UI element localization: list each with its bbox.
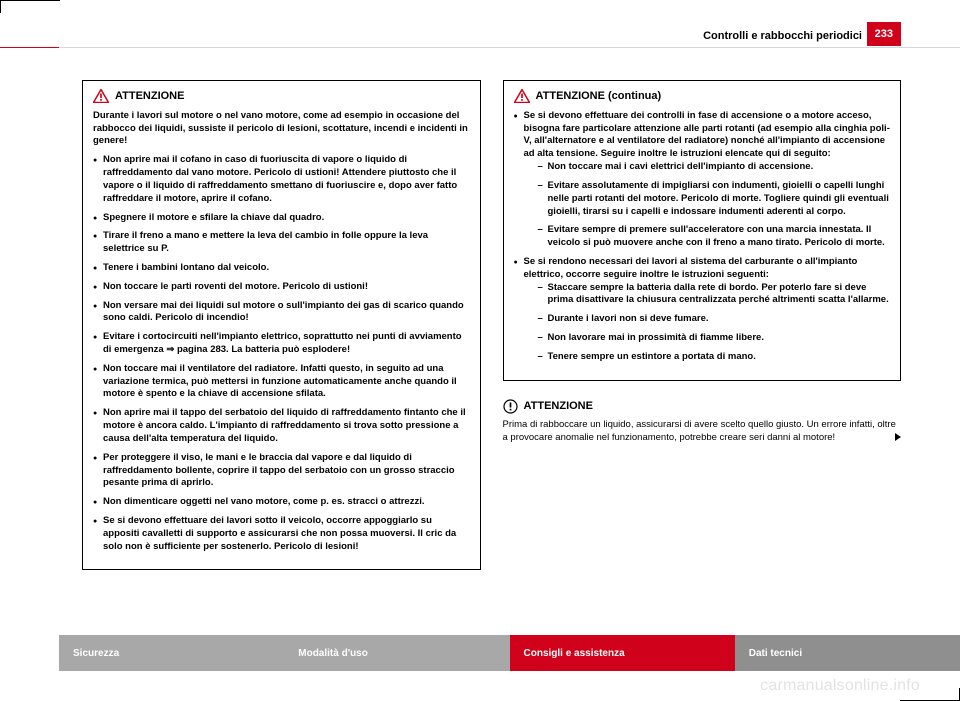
caution-title: ATTENZIONE	[524, 400, 593, 412]
warning-subitem: Evitare assolutamente di impigliarsi con…	[538, 180, 891, 218]
header-rule-accent	[0, 47, 59, 48]
warning-item: Se si rendono necessari dei lavori al si…	[514, 256, 891, 364]
warning-item: Non versare mai dei liquidi sul motore o…	[93, 300, 470, 326]
warning-subitem: Tenere sempre un estintore a portata di …	[538, 351, 891, 364]
warning-intro: Durante i lavori sul motore o nel vano m…	[93, 110, 470, 148]
warning-item: Non dimenticare oggetti nel vano motore,…	[93, 496, 470, 509]
warning-item: Non toccare le parti roventi del motore.…	[93, 281, 470, 294]
warning-item: Per proteggere il viso, le mani e le bra…	[93, 452, 470, 490]
footer-tab-consigli[interactable]: Consigli e assistenza	[510, 635, 735, 671]
warning-subitem: Durante i lavori non si deve fumare.	[538, 313, 891, 326]
caution-block: ATTENZIONE Prima di rabboccare un liquid…	[503, 399, 902, 445]
page-frame: Controlli e rabbocchi periodici 233 ATTE…	[0, 0, 960, 701]
warning-item: Non toccare mai il ventilatore del radia…	[93, 363, 470, 401]
header-rule	[0, 47, 960, 48]
caution-circle-icon	[503, 399, 518, 414]
footer-tab-dati[interactable]: Dati tecnici	[735, 635, 960, 671]
footer-tab-label: Sicurezza	[73, 648, 119, 659]
crop-mark-top-left	[0, 0, 60, 12]
warning-title-row: ATTENZIONE (continua)	[514, 89, 891, 104]
footer-tab-modalita[interactable]: Modalità d'uso	[284, 635, 509, 671]
warning-box-right: ATTENZIONE (continua) Se si devono effet…	[503, 80, 902, 381]
warning-item: Evitare i cortocircuiti nell'impianto el…	[93, 331, 470, 357]
warning-subitem: Evitare sempre di premere sull'accelerat…	[538, 224, 891, 250]
warning-title: ATTENZIONE	[115, 89, 184, 104]
footer-tab-label: Modalità d'uso	[298, 648, 368, 659]
column-left: ATTENZIONE Durante i lavori sul motore o…	[82, 80, 481, 611]
continuation-arrow-icon	[895, 433, 901, 441]
footer-tabs: Sicurezza Modalità d'uso Consigli e assi…	[0, 635, 960, 671]
warning-item: Spegnere il motore e sfilare la chiave d…	[93, 212, 470, 225]
warning-triangle-icon	[514, 89, 530, 103]
page-number-badge: 233	[867, 22, 901, 46]
caution-text-body: Prima di rabboccare un liquido, assicura…	[503, 419, 896, 443]
warning-title-row: ATTENZIONE	[93, 89, 470, 104]
warning-subitem: Non lavorare mai in prossimità di fiamme…	[538, 332, 891, 345]
footer-spacer	[0, 635, 59, 671]
running-head: Controlli e rabbocchi periodici	[703, 30, 862, 42]
warning-item: Se si devono effettuare dei lavori sotto…	[93, 515, 470, 553]
caution-title-row: ATTENZIONE	[503, 399, 902, 414]
warning-title-continued: ATTENZIONE (continua)	[536, 89, 662, 104]
footer-tab-sicurezza[interactable]: Sicurezza	[59, 635, 284, 671]
caution-text: Prima di rabboccare un liquido, assicura…	[503, 418, 902, 445]
warning-item: Se si devono effettuare dei controlli in…	[514, 110, 891, 250]
warning-box-left: ATTENZIONE Durante i lavori sul motore o…	[82, 80, 481, 570]
warning-sublist: Staccare sempre la batteria dalla rete d…	[538, 282, 891, 364]
warning-item: Tenere i bambini lontano dal veicolo.	[93, 262, 470, 275]
warning-subitem: Staccare sempre la batteria dalla rete d…	[538, 282, 891, 308]
column-right: ATTENZIONE (continua) Se si devono effet…	[503, 80, 902, 611]
warning-item: Non aprire mai il tappo del serbatoio de…	[93, 407, 470, 445]
footer-tab-label: Consigli e assistenza	[524, 648, 625, 659]
footer-tab-label: Dati tecnici	[749, 648, 802, 659]
warning-item: Non aprire mai il cofano in caso di fuor…	[93, 154, 470, 205]
watermark: carmanualsonline.info	[760, 677, 920, 695]
warning-list-right: Se si devono effettuare dei controlli in…	[514, 110, 891, 364]
warning-item: Tirare il freno a mano e mettere la leva…	[93, 230, 470, 256]
warning-sublist: Non toccare mai i cavi elettrici dell'im…	[538, 161, 891, 250]
warning-subitem: Non toccare mai i cavi elettrici dell'im…	[538, 161, 891, 174]
warning-triangle-icon	[93, 89, 109, 103]
content-area: ATTENZIONE Durante i lavori sul motore o…	[82, 80, 901, 611]
warning-list-left: Non aprire mai il cofano in caso di fuor…	[93, 154, 470, 553]
